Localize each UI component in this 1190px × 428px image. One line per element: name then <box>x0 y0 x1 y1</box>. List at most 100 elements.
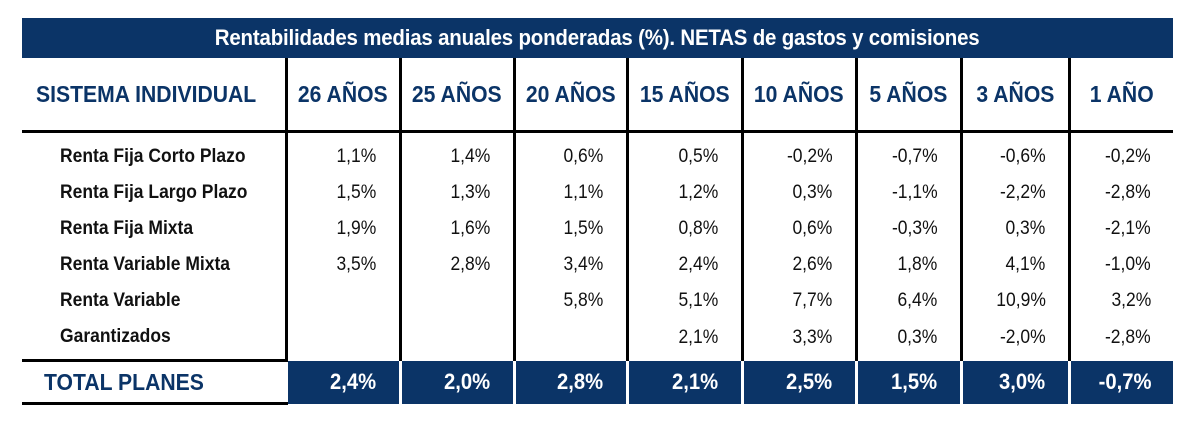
column-header: 15 AÑOS <box>625 58 742 133</box>
column-header: 1 AÑO <box>1067 58 1173 133</box>
total-value-cell: 2,0% <box>398 360 514 404</box>
value-cell: 1,8% <box>854 247 961 283</box>
value-cell <box>512 319 627 361</box>
total-value-text: 2,5% <box>786 369 833 394</box>
value-text: 0,8% <box>678 218 719 239</box>
total-value-cell: 2,1% <box>625 360 742 404</box>
table-title-text: Rentabilidades medias anuales ponderadas… <box>215 25 980 50</box>
value-cell: -0,2% <box>740 131 856 175</box>
total-value-text: 2,8% <box>557 369 604 394</box>
total-value-cell: -0,7% <box>1067 360 1173 404</box>
value-cell: 2,8% <box>398 247 514 283</box>
value-text: 2,1% <box>678 326 719 348</box>
value-cell: 5,1% <box>625 283 742 319</box>
value-text: 2,8% <box>450 254 491 275</box>
value-cell: 0,8% <box>625 211 742 247</box>
value-text: -2,8% <box>1105 182 1151 203</box>
value-cell: 2,6% <box>740 247 856 283</box>
value-text: 5,1% <box>678 290 719 311</box>
value-text: 4,1% <box>1005 254 1046 275</box>
table-row: Garantizados 2,1% 3,3% 0,3% -2,0% -2,8% <box>22 319 1173 361</box>
row-label-text: Renta Fija Mixta <box>60 218 194 239</box>
value-cell: 1,1% <box>284 131 400 175</box>
header-row: SISTEMA INDIVIDUAL 26 AÑOS 25 AÑOS 20 AÑOS 1… <box>22 58 1173 133</box>
value-cell: -0,6% <box>959 131 1069 175</box>
table-row: Renta Variable 5,8% 5,1% 7,7% 6,4% 10,9% 3,2% <box>22 283 1173 319</box>
row-label: Renta Variable Mixta <box>22 247 286 283</box>
total-value-cell: 2,5% <box>740 360 856 404</box>
value-cell: 0,3% <box>959 211 1069 247</box>
column-header: 10 AÑOS <box>740 58 856 133</box>
value-cell: 3,4% <box>512 247 627 283</box>
value-cell: -0,2% <box>1067 131 1173 175</box>
value-cell: -2,8% <box>1067 319 1173 361</box>
value-text: 3,4% <box>563 254 604 275</box>
value-cell: -1,1% <box>854 175 961 211</box>
row-label-text: Renta Variable <box>60 290 181 311</box>
column-header-text: 3 AÑOS <box>976 80 1054 107</box>
value-cell: 1,6% <box>398 211 514 247</box>
value-cell: 0,6% <box>740 211 856 247</box>
value-text: 0,3% <box>792 182 833 203</box>
total-label-text: TOTAL PLANES <box>44 368 204 395</box>
value-text: 3,2% <box>1111 290 1151 311</box>
value-cell: 2,4% <box>625 247 742 283</box>
total-value-text: 2,0% <box>444 369 491 394</box>
column-header: 5 AÑOS <box>854 58 961 133</box>
value-cell: -0,7% <box>854 131 961 175</box>
value-cell: -2,1% <box>1067 211 1173 247</box>
row-label: Renta Fija Corto Plazo <box>22 132 286 176</box>
table-row: Renta Fija Mixta 1,9% 1,6% 1,5% 0,8% 0,6% -0,3… <box>22 211 1173 247</box>
column-header-text: 26 AÑOS <box>298 80 388 107</box>
column-header-text: 15 AÑOS <box>639 80 730 107</box>
total-value-text: 2,1% <box>672 369 719 394</box>
value-cell: -1,0% <box>1067 247 1173 283</box>
value-cell <box>284 283 400 319</box>
total-value-cell: 2,4% <box>284 360 400 404</box>
total-value-text: 1,5% <box>891 369 938 394</box>
value-cell: 3,5% <box>284 247 400 283</box>
value-cell: 0,6% <box>512 131 627 175</box>
value-text: 1,3% <box>450 182 491 203</box>
value-text: -0,6% <box>999 146 1046 167</box>
total-value-cell: 1,5% <box>854 360 961 404</box>
value-text: 6,4% <box>897 290 938 311</box>
total-row: TOTAL PLANES 2,4% 2,0% 2,8% 2,1% 2,5% 1,5% 3,0%… <box>22 359 1173 405</box>
table-row: Renta Fija Largo Plazo 1,5% 1,3% 1,1% 1,2% 0,… <box>22 175 1173 211</box>
total-label: TOTAL PLANES <box>22 359 286 405</box>
returns-table: SISTEMA INDIVIDUAL 26 AÑOS 25 AÑOS 20 AÑOS 1… <box>22 58 1173 405</box>
value-text: 3,3% <box>792 326 833 348</box>
value-cell <box>398 319 514 361</box>
value-text: 1,1% <box>563 182 604 203</box>
value-cell: 2,1% <box>625 319 742 361</box>
value-cell: 4,1% <box>959 247 1069 283</box>
value-text: 1,6% <box>450 218 491 239</box>
row-label-text: Garantizados <box>60 326 171 347</box>
value-cell <box>284 319 400 361</box>
header-label: SISTEMA INDIVIDUAL <box>22 58 286 133</box>
value-text: -2,0% <box>999 326 1046 348</box>
value-text: -0,7% <box>891 146 938 167</box>
column-header: 20 AÑOS <box>512 58 627 133</box>
value-text: 7,7% <box>792 290 833 311</box>
value-text: 0,3% <box>897 326 938 348</box>
value-text: 1,5% <box>563 218 604 239</box>
column-header-text: 20 AÑOS <box>525 80 616 107</box>
column-header-text: 1 AÑO <box>1089 80 1154 107</box>
table-title: Rentabilidades medias anuales ponderadas… <box>22 18 1173 58</box>
header-label-text: SISTEMA INDIVIDUAL <box>36 80 257 107</box>
row-label-text: Renta Variable Mixta <box>60 254 231 275</box>
value-text: 0,5% <box>678 146 719 167</box>
value-cell: 5,8% <box>512 283 627 319</box>
value-cell: 7,7% <box>740 283 856 319</box>
value-cell: 6,4% <box>854 283 961 319</box>
table-row: Renta Fija Corto Plazo 1,1% 1,4% 0,6% 0,5% -0… <box>22 131 1173 176</box>
column-header-text: 25 AÑOS <box>412 80 502 107</box>
value-text: 1,1% <box>336 146 377 167</box>
value-text: -2,2% <box>999 182 1046 203</box>
value-text: 1,2% <box>678 182 719 203</box>
value-cell: -0,3% <box>854 211 961 247</box>
value-text: -0,2% <box>786 146 833 167</box>
value-text: -2,1% <box>1105 218 1151 239</box>
value-text: 2,4% <box>678 254 719 275</box>
